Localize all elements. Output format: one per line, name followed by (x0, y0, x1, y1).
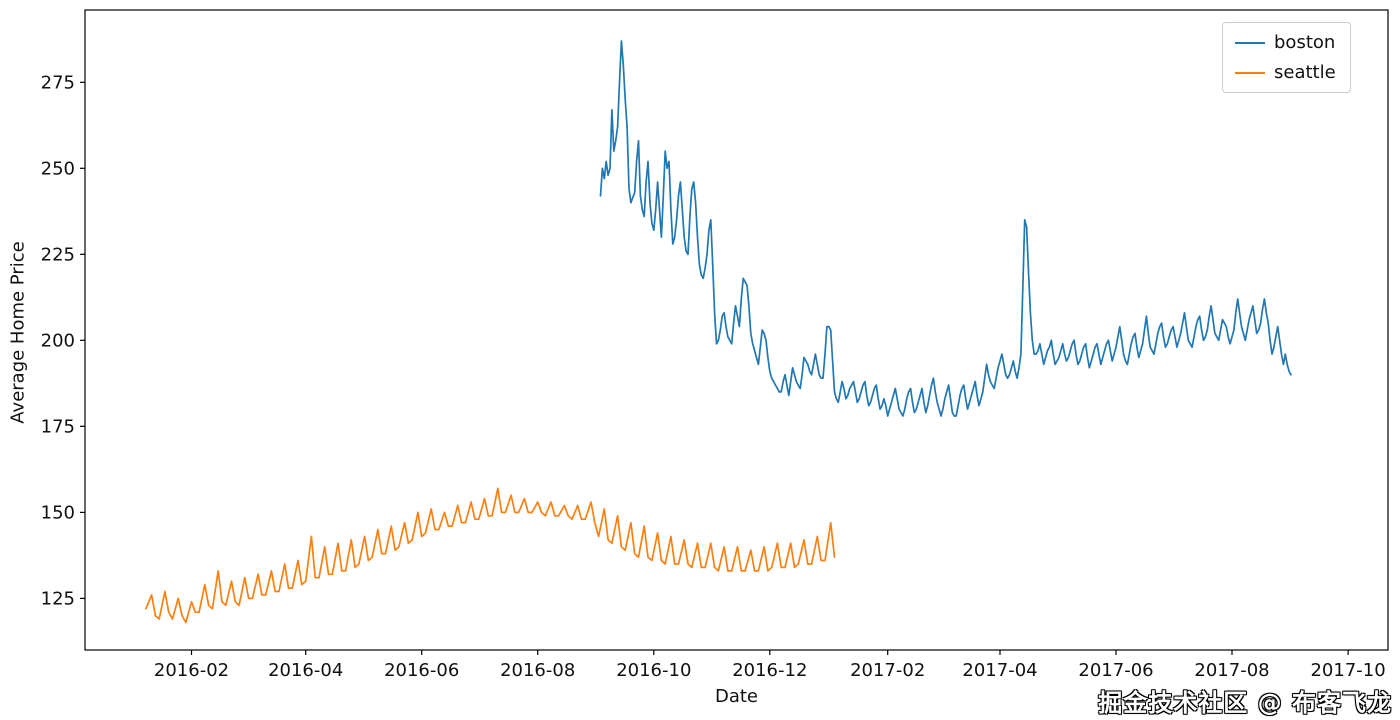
svg-text:2016-10: 2016-10 (616, 660, 691, 681)
svg-text:2016-12: 2016-12 (732, 660, 807, 681)
y-axis-label: Average Home Price (7, 241, 29, 424)
svg-text:2016-02: 2016-02 (154, 660, 229, 681)
legend: boston seattle (1222, 22, 1351, 93)
legend-label-seattle: seattle (1274, 62, 1336, 83)
watermark: 掘金技术社区 @ 布客飞龙 (1098, 689, 1392, 717)
svg-text:125: 125 (41, 588, 75, 609)
legend-label-boston: boston (1274, 32, 1336, 53)
svg-text:200: 200 (41, 330, 75, 351)
svg-text:225: 225 (41, 244, 75, 265)
svg-text:150: 150 (41, 502, 75, 523)
svg-text:2017-08: 2017-08 (1194, 660, 1269, 681)
svg-text:175: 175 (41, 416, 75, 437)
legend-item-boston: boston (1235, 32, 1336, 53)
legend-item-seattle: seattle (1235, 62, 1336, 83)
svg-text:2016-08: 2016-08 (500, 660, 575, 681)
seattle-line-swatch (1235, 71, 1265, 74)
svg-text:275: 275 (41, 72, 75, 93)
svg-text:2017-04: 2017-04 (962, 660, 1037, 681)
svg-text:2016-06: 2016-06 (384, 660, 459, 681)
svg-text:2017-10: 2017-10 (1310, 660, 1385, 681)
x-axis-label: Date (714, 686, 759, 707)
svg-text:2017-02: 2017-02 (850, 660, 925, 681)
svg-text:2016-04: 2016-04 (268, 660, 343, 681)
boston-line-swatch (1235, 41, 1265, 44)
svg-text:2017-06: 2017-06 (1078, 660, 1153, 681)
svg-text:250: 250 (41, 158, 75, 179)
